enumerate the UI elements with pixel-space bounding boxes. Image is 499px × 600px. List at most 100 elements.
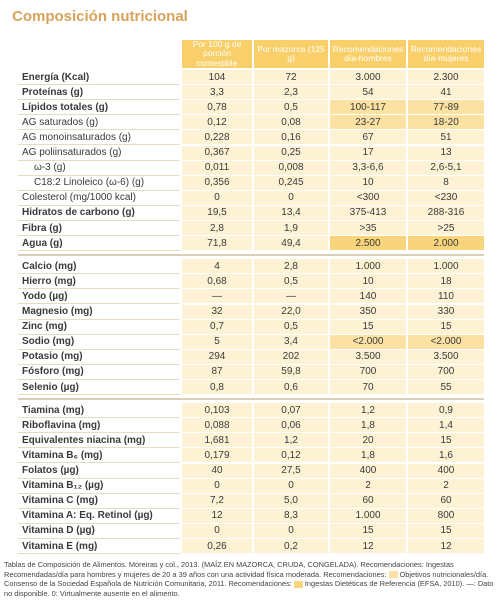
cell-value: 0,356 — [182, 175, 252, 191]
cell-value: 202 — [254, 349, 328, 365]
group-separator — [18, 254, 484, 257]
row-label: ω-3 (g) — [18, 161, 180, 176]
cell-value: 17 — [330, 145, 406, 161]
cell-value: 77-89 — [408, 100, 484, 116]
cell-value: 0,9 — [408, 403, 484, 419]
cell-value: 800 — [408, 508, 484, 524]
cell-value: 3.500 — [330, 349, 406, 365]
cell-value: 0,78 — [182, 100, 252, 116]
cell-value: 1,6 — [408, 448, 484, 464]
cell-value: 2 — [408, 478, 484, 494]
row-label: AG saturados (g) — [18, 115, 180, 131]
footnote-text: Ingestas Dietéticas de Referencia (EFSA,… — [4, 579, 494, 598]
cell-value: 20 — [330, 433, 406, 449]
cell-value: 0 — [254, 190, 328, 206]
cell-value: 41 — [408, 85, 484, 101]
cell-value: 350 — [330, 304, 406, 320]
cell-value: 0,245 — [254, 175, 328, 191]
cell-value: 0,6 — [254, 380, 328, 396]
cell-value: 0,06 — [254, 418, 328, 434]
cell-value: — — [182, 289, 252, 305]
cell-value: 1,8 — [330, 418, 406, 434]
cell-value: 72 — [254, 70, 328, 86]
cell-value: <300 — [330, 190, 406, 206]
cell-value: 3,4 — [254, 334, 328, 350]
cell-value: 3,3-6,6 — [330, 160, 406, 176]
cell-value: 54 — [330, 85, 406, 101]
cell-value: — — [254, 289, 328, 305]
cell-value: 0,16 — [254, 130, 328, 146]
cell-value: 18-20 — [408, 115, 484, 131]
cell-value: 2.300 — [408, 70, 484, 86]
cell-value: 0,228 — [182, 130, 252, 146]
row-label: Selenio (µg) — [18, 380, 180, 396]
cell-value: 1,9 — [254, 221, 328, 237]
cell-value: 400 — [408, 463, 484, 479]
row-label: Lípidos totales (g) — [18, 100, 180, 116]
footnote-text: Tablas de Composición de Alimentos. More… — [4, 560, 454, 579]
row-label: Magnesio (mg) — [18, 305, 180, 320]
row-label: Hidratos de carbono (g) — [18, 206, 180, 221]
column-header: Por mazorca (125 g) — [254, 40, 328, 68]
cell-value: 7,2 — [182, 493, 252, 509]
column-header: Recomendaciones día-hombres — [330, 40, 406, 68]
cell-value: 0 — [254, 478, 328, 494]
row-label: Vitamina B₆ (mg) — [18, 448, 180, 464]
cell-value: 13,4 — [254, 205, 328, 221]
cell-value: 13 — [408, 145, 484, 161]
cell-value: 0,12 — [254, 448, 328, 464]
cell-value: 12 — [408, 539, 484, 555]
cell-value: 1,2 — [254, 433, 328, 449]
cell-value: 59,8 — [254, 364, 328, 380]
cell-value: 2,8 — [182, 221, 252, 237]
row-label: Sodio (mg) — [18, 335, 180, 350]
row-label: Fósforo (mg) — [18, 365, 180, 380]
cell-value: 10 — [330, 274, 406, 290]
footnote: Tablas de Composición de Alimentos. More… — [4, 560, 494, 598]
row-label: Energía (Kcal) — [18, 70, 180, 86]
cell-value: 700 — [408, 364, 484, 380]
cell-value: 40 — [182, 463, 252, 479]
cell-value: 1.000 — [408, 259, 484, 275]
row-label: Equivalentes niacina (mg) — [18, 433, 180, 449]
row-label: Calcio (mg) — [18, 259, 180, 275]
cell-value: 288-316 — [408, 205, 484, 221]
cell-value: 18 — [408, 274, 484, 290]
cell-value: 294 — [182, 349, 252, 365]
cell-value: <2.000 — [330, 334, 406, 350]
title: Composición nutricional — [12, 8, 188, 25]
cell-value: 0 — [182, 190, 252, 206]
cell-value: 60 — [330, 493, 406, 509]
cell-value: 110 — [408, 289, 484, 305]
cell-value: 1,2 — [330, 403, 406, 419]
cell-value: 8 — [408, 175, 484, 191]
row-label: Potasio (mg) — [18, 350, 180, 365]
cell-value: 12 — [330, 539, 406, 555]
row-label: Tiamina (mg) — [18, 403, 180, 419]
cell-value: 104 — [182, 70, 252, 86]
cell-value: 2.000 — [408, 236, 484, 252]
cell-value: 0,07 — [254, 403, 328, 419]
cell-value: 100-117 — [330, 100, 406, 116]
cell-value: 22,0 — [254, 304, 328, 320]
cell-value: 32 — [182, 304, 252, 320]
cell-value: 5,0 — [254, 493, 328, 509]
row-label: AG poliinsaturados (g) — [18, 146, 180, 161]
cell-value: 0,5 — [254, 319, 328, 335]
cell-value: 15 — [408, 319, 484, 335]
cell-value: 330 — [408, 304, 484, 320]
cell-value: 1,681 — [182, 433, 252, 449]
cell-value: 0,011 — [182, 160, 252, 176]
cell-value: 0,5 — [254, 274, 328, 290]
cell-value: 15 — [330, 523, 406, 539]
cell-value: 0,5 — [254, 100, 328, 116]
cell-value: 70 — [330, 380, 406, 396]
cell-value: 15 — [408, 523, 484, 539]
cell-value: 49,4 — [254, 236, 328, 252]
group-separator — [18, 398, 484, 401]
cell-value: 0,12 — [182, 115, 252, 131]
cell-value: 700 — [330, 364, 406, 380]
cell-value: <230 — [408, 190, 484, 206]
cell-value: 0,088 — [182, 418, 252, 434]
row-label: C18:2 Linoleico (ω-6) (g) — [18, 176, 180, 191]
